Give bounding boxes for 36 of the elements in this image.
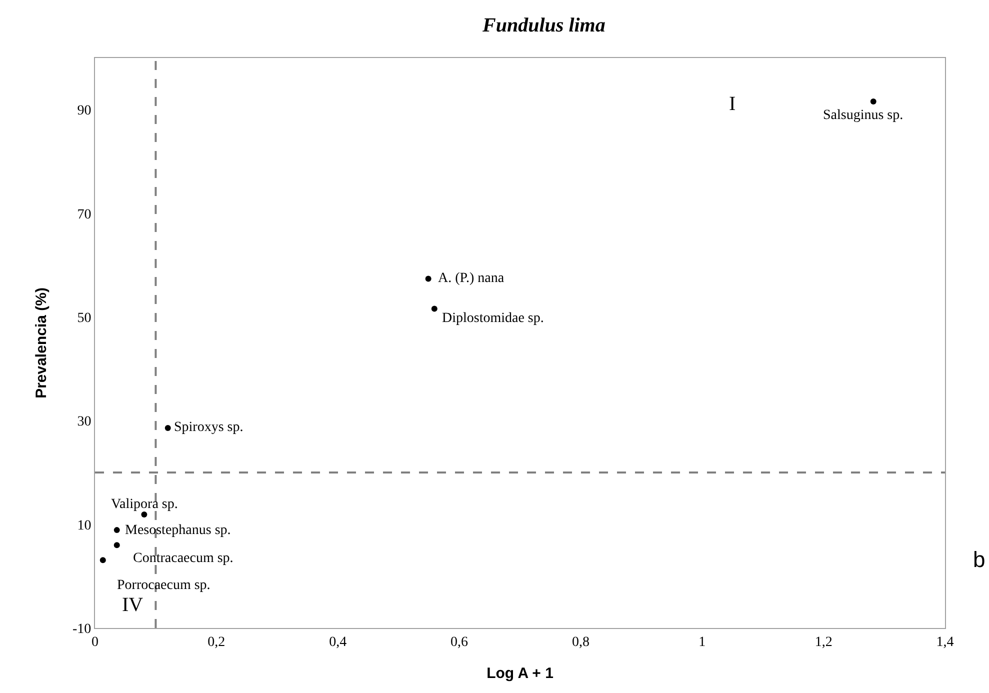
annotation: Valipora sp.: [111, 497, 178, 512]
x-tick-label: 0,4: [329, 634, 347, 650]
point: [100, 557, 106, 564]
text: b: [973, 547, 986, 572]
x-tick-label: 0: [92, 634, 98, 650]
annotation: Diplostomidae sp.: [442, 311, 544, 326]
point: [870, 98, 876, 105]
x-tick-label: 1: [698, 634, 706, 650]
annotation: Porrocaecum sp.: [117, 578, 210, 593]
point: [431, 306, 438, 312]
annotation: Mesostephanus sp.: [125, 523, 231, 538]
y-tick-label: 10: [77, 518, 92, 534]
annotation: A. (P.) nana: [438, 271, 505, 286]
annotation: Salsuginus sp.: [823, 108, 904, 123]
annotation: Contracaecum sp.: [133, 551, 234, 566]
x-tick-label: 1,4: [936, 634, 954, 650]
annotation: I: [729, 93, 736, 115]
y-tick-label: 90: [77, 104, 92, 119]
chart-title: Fundulus lima: [482, 14, 606, 36]
x-tick-label: 0,6: [450, 634, 468, 650]
x-tick-label: 1,2: [814, 634, 832, 650]
x-tick-label: 0,8: [572, 634, 590, 650]
point: [141, 512, 148, 518]
x-axis-title: Log A + 1: [486, 664, 554, 682]
annotation: Spiroxys sp.: [174, 420, 244, 435]
y-tick-label: -10: [72, 622, 92, 637]
annotation: IV: [122, 594, 144, 616]
y-tick-label: 50: [77, 310, 92, 326]
y-tick-label: 30: [77, 414, 92, 430]
y-tick-label: 70: [77, 207, 92, 222]
x-tick-label: 0,2: [208, 634, 226, 650]
point: [164, 424, 171, 431]
point: [425, 276, 432, 282]
point: [114, 542, 120, 548]
y-axis-title: Prevalencia (%): [32, 288, 50, 398]
point: [114, 527, 120, 534]
